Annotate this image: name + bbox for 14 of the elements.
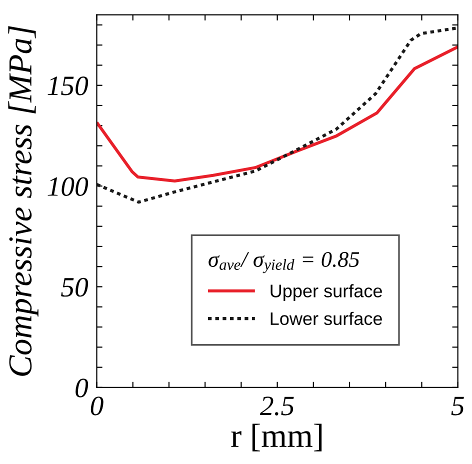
legend-title: σ$_{ave}$/ σ$_{yield}$ = 0.85: [208, 252, 360, 274]
x-tick-label: 5: [451, 396, 464, 416]
y-tick-label: 150: [48, 76, 88, 96]
x-tick-label: 0: [90, 396, 104, 416]
y-axis-title: Compressive stress [MPa]: [8, 26, 38, 376]
y-tick-label: 100: [48, 177, 88, 196]
legend-label: Lower surface: [270, 312, 382, 326]
line-series: [96, 26, 458, 204]
y-tick-label: 50: [61, 278, 88, 297]
y-tick-label: 0: [76, 378, 88, 398]
legend-label: Upper surface: [270, 284, 382, 301]
x-tick-label: 2.5: [260, 396, 294, 416]
x-axis-title: r [mm]: [231, 424, 322, 452]
line-series: [96, 45, 458, 183]
